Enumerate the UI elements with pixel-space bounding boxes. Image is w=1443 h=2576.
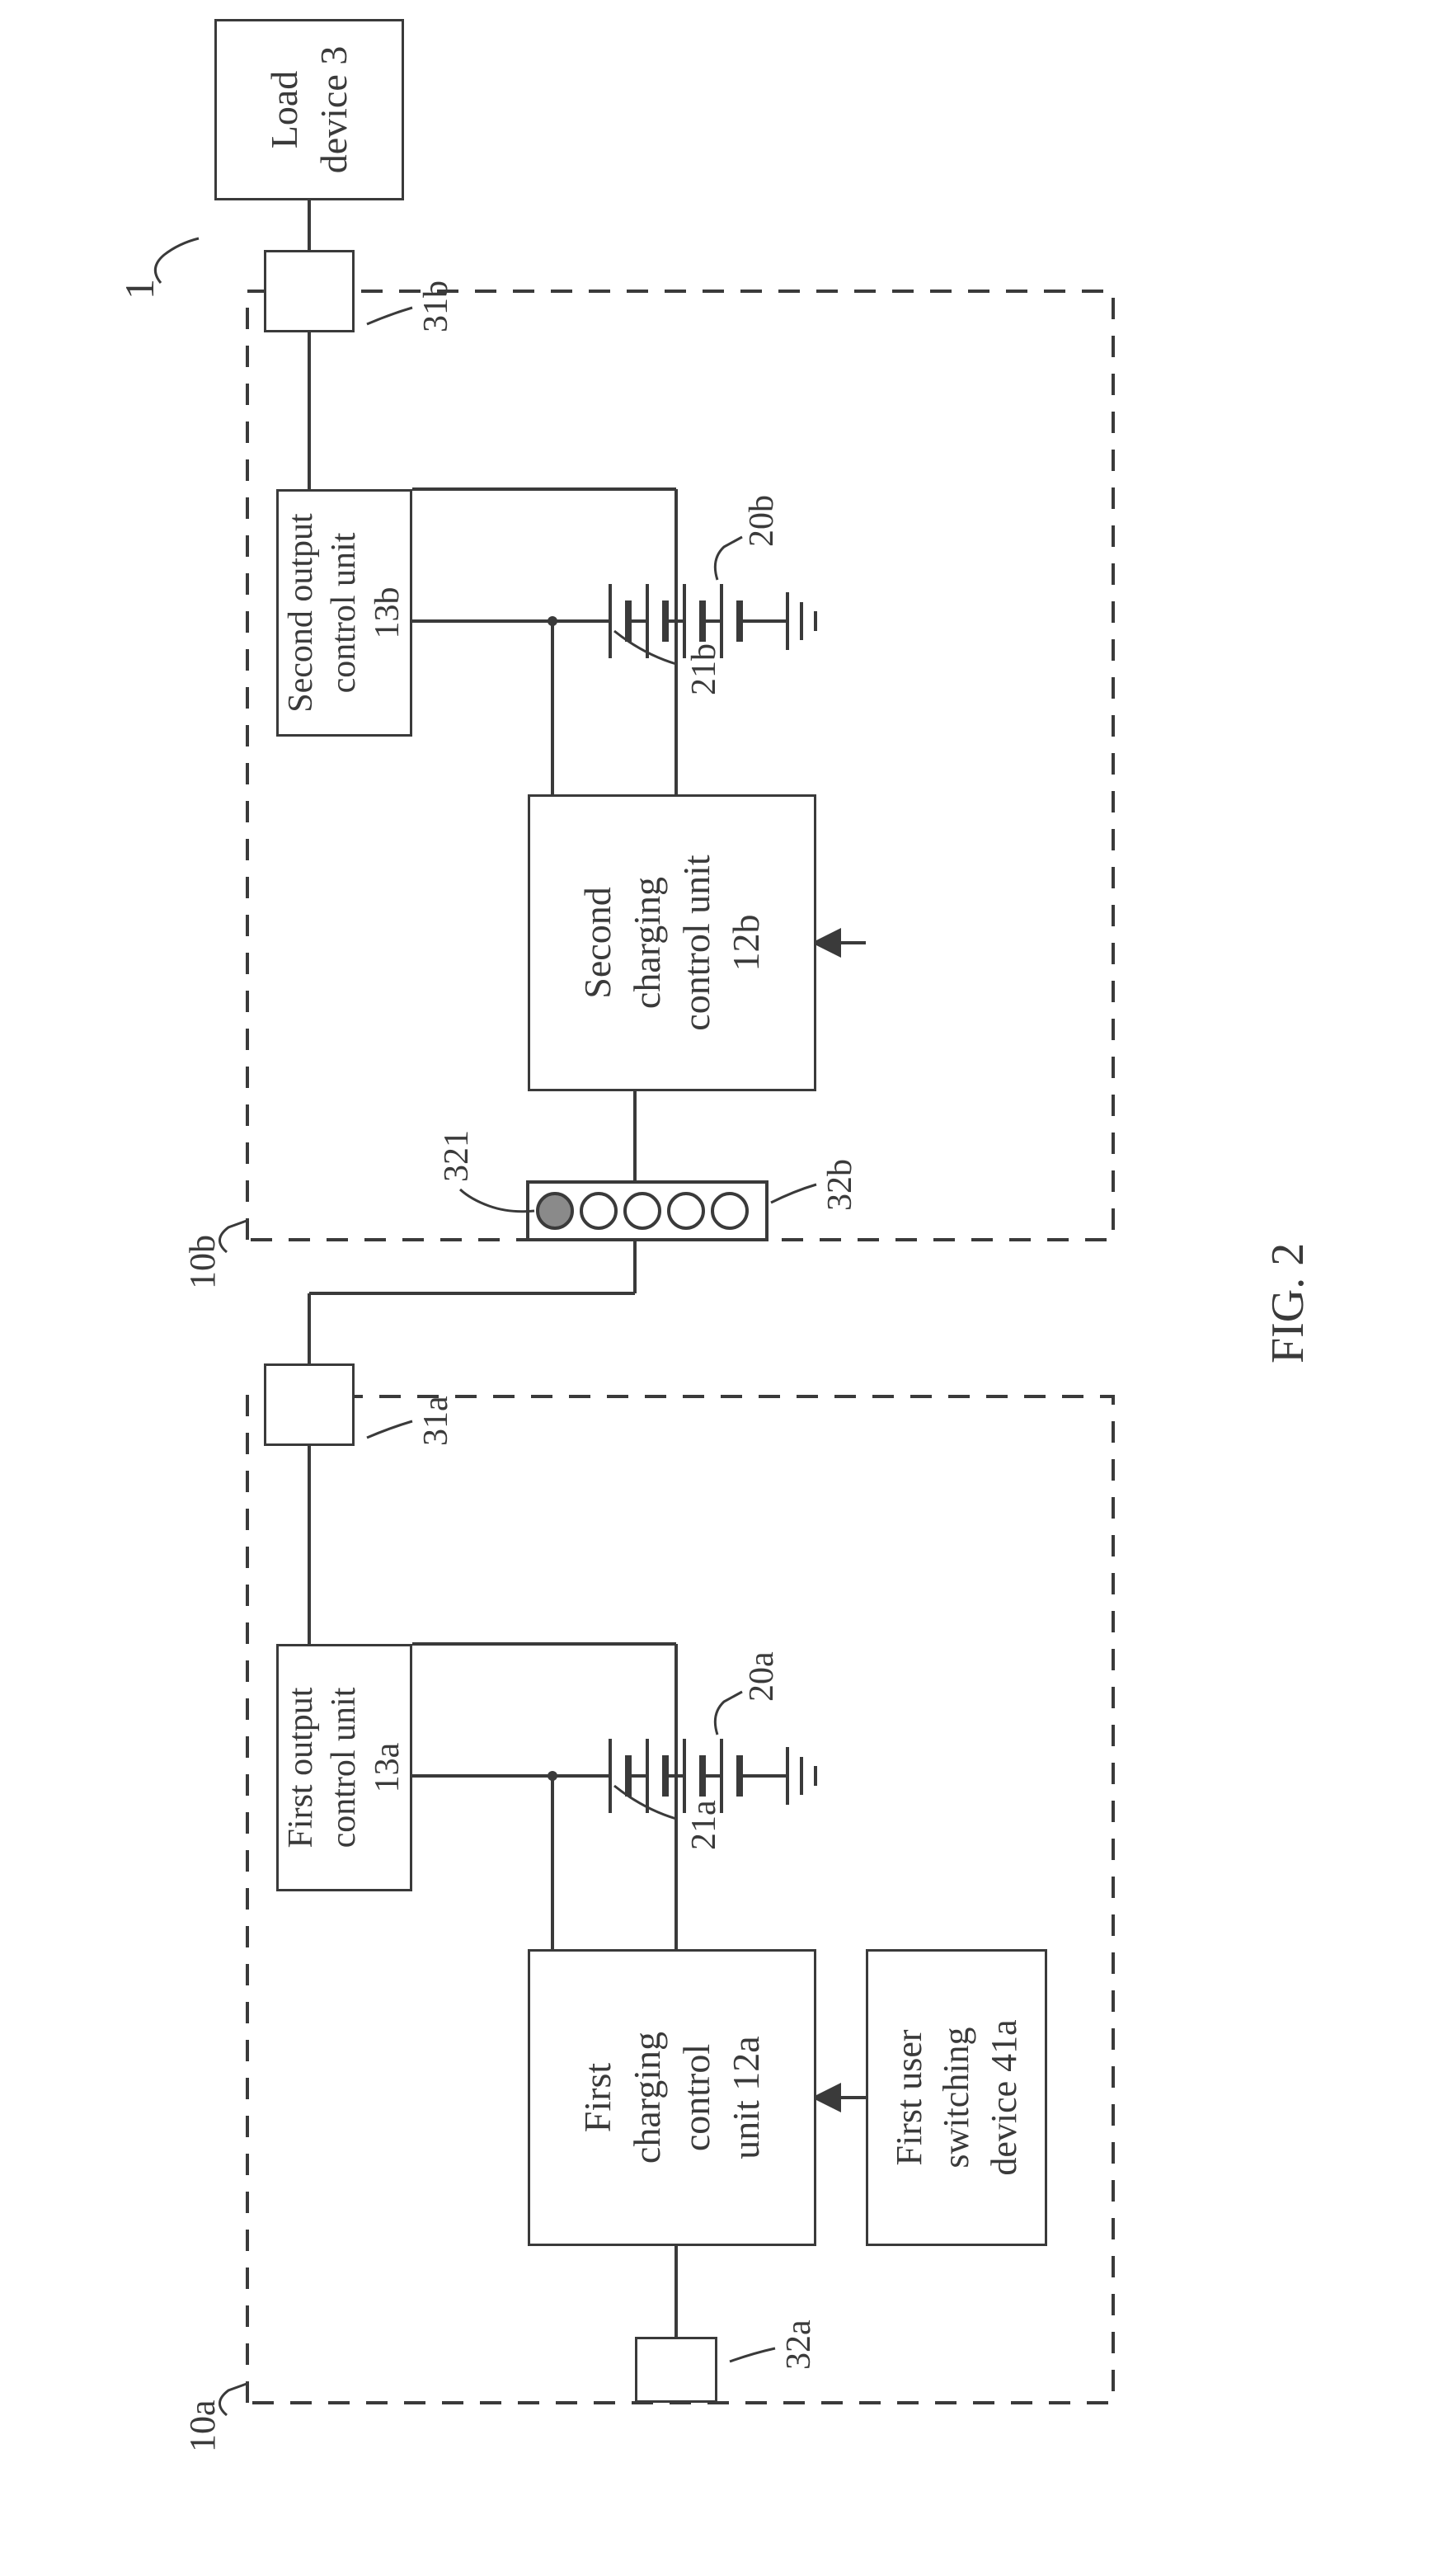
led-on-icon [538,1194,572,1228]
ref-31b: 31b [416,280,456,332]
charging-control-b: Secondchargingcontrol unit12b [528,794,816,1091]
ref-21b: 21b [684,643,724,695]
user-switch-a-label: First userswitchingdevice 41a [886,2019,1027,2175]
output-port-b [264,250,355,332]
output-control-a: First outputcontrol unit13a [276,1644,412,1891]
diagram-stage: Firstchargingcontrolunit 12a First outpu… [0,0,1443,2576]
ref-20a: 20a [742,1651,782,1702]
input-port-a [635,2337,717,2403]
output-port-a [264,1363,355,1446]
load-device-block: Loaddevice 3 [214,19,404,200]
ref-31a: 31a [416,1396,456,1446]
ref-32b: 32b [820,1159,860,1211]
charging-control-b-label: Secondchargingcontrol unit12b [573,855,770,1030]
ref-32a: 32a [779,2319,819,2370]
ref-21a: 21a [684,1800,724,1850]
ref-10b: 10b [181,1235,223,1289]
ref-321: 321 [437,1130,477,1182]
charging-control-a: Firstchargingcontrolunit 12a [528,1949,816,2246]
output-control-b: Second outputcontrol unit13b [276,489,412,737]
output-control-a-label: First outputcontrol unit13a [280,1688,410,1848]
module-a-outline [247,1396,1113,2403]
charging-control-a-label: Firstchargingcontrolunit 12a [573,2032,770,2164]
output-control-b-label: Second outputcontrol unit13b [280,513,410,712]
module-b-outline [247,291,1113,1240]
user-switch-a: First userswitchingdevice 41a [866,1949,1047,2246]
figure-caption: FIG. 2 [1262,1243,1314,1363]
ref-20b: 20b [742,495,782,547]
ref-system: 1 [115,279,163,299]
led-panel [528,1182,767,1240]
load-device-label: Loaddevice 3 [260,46,359,174]
ref-10a: 10a [181,2399,223,2452]
